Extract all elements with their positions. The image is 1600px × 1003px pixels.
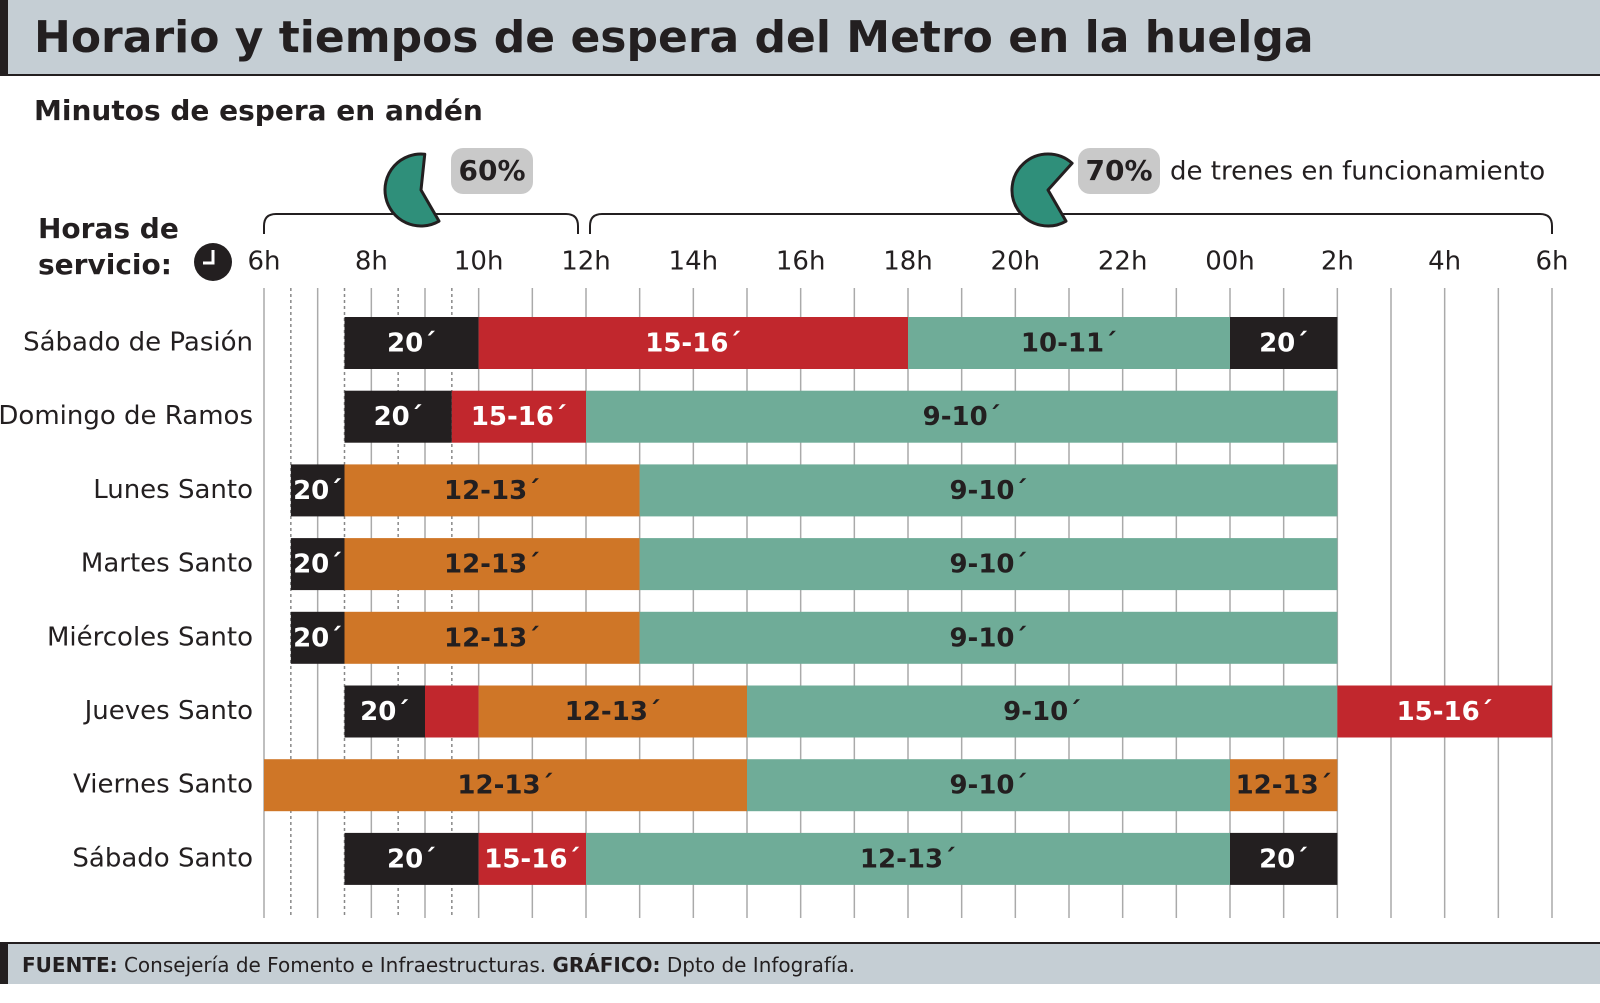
segment-label: 12-13´ [444,550,540,580]
row-label: Sábado Santo [72,843,253,873]
footer-accent [0,942,8,984]
segment [1230,759,1338,812]
x-tick-label: 6h [1535,247,1568,277]
segment [478,685,747,738]
footer-band [0,942,1600,984]
row-label: Sábado de Pasión [23,328,253,358]
segment-label: 12-13´ [444,476,540,506]
segment-label: 9-10´ [949,623,1027,653]
x-tick-label: 6h [247,247,280,277]
row-label: Lunes Santo [93,475,253,505]
segment-label: 15-16´ [645,329,741,359]
segment-label: 20´ [1259,844,1308,874]
segment [478,832,586,885]
x-tick-label: 12h [561,247,611,277]
segment-label: 20´ [293,623,342,653]
segment [344,390,452,443]
segment [586,390,1338,443]
footer-text: FUENTE: Consejería de Fomento e Infraest… [22,953,855,977]
bracket [589,213,1553,234]
segment-label: 15-16´ [484,844,580,874]
row-label: Domingo de Ramos [0,401,253,431]
credit-label: GRÁFICO: [552,953,660,977]
segment [1230,317,1338,369]
row-label: Viernes Santo [73,770,253,800]
segment [425,685,479,738]
x-tick-label: 14h [669,247,719,277]
segment-label: 9-10´ [949,550,1027,580]
clock-icon [194,243,232,281]
segment-label: 12-13´ [444,623,540,653]
x-tick-label: 22h [1098,247,1148,277]
value-pill [451,148,533,194]
segment [344,611,640,664]
segment [478,317,908,369]
segment [290,538,345,591]
chart-title: Horario y tiempos de espera del Metro en… [34,12,1314,63]
segment-label: 12-13´ [565,697,661,727]
source-label: FUENTE: [22,953,118,977]
x-tick-label: 4h [1428,247,1461,277]
x-tick-label: 18h [883,247,933,277]
segment [344,538,640,591]
x-tick-label: 2h [1321,247,1354,277]
row-label: Miércoles Santo [47,622,253,652]
segment [264,759,747,812]
segment [586,832,1230,885]
segment-label: 12-13´ [1236,771,1332,801]
segment [639,538,1338,591]
header-accent [0,0,8,76]
segment-label: 20´ [360,697,409,727]
pie-wedge [1010,152,1074,228]
segment-label: 20´ [374,402,423,432]
segment [747,685,1338,738]
segment-label: 20´ [293,476,342,506]
segment [1230,832,1338,885]
x-tick-label: 10h [454,247,504,277]
segment-label: 20´ [1259,329,1308,359]
segment-label: 9-10´ [949,476,1027,506]
segment-label: 9-10´ [923,402,1001,432]
chart-subtitle: Minutos de espera en andén [34,94,483,127]
segment [290,464,345,517]
segment [908,317,1230,369]
segment-label: 15-16´ [471,402,567,432]
segment [344,317,479,369]
segment-label: 9-10´ [1003,697,1081,727]
segment-label: 20´ [387,844,436,874]
segment [344,464,640,517]
segment [1337,685,1552,738]
row-label: Martes Santo [81,549,253,579]
value-label: 60% [458,154,525,187]
segment-label: 9-10´ [949,771,1027,801]
segment [639,464,1338,517]
segment [344,832,479,885]
pie-wedge [383,152,441,228]
segment [290,611,345,664]
header-band [0,0,1600,76]
value-label: 70% [1085,154,1152,187]
x-axis-label: Horas de servicio: [38,212,179,281]
grid [263,288,1553,918]
segment-label: 15-16´ [1397,697,1493,727]
annotation-text: de trenes en funcionamiento [1170,157,1545,187]
segment [747,759,1230,812]
segment [344,685,425,738]
row-label: Jueves Santo [83,696,253,726]
source: Consejería de Fomento e Infraestructuras… [124,953,546,977]
x-tick-label: 20h [991,247,1041,277]
value-pill [1078,148,1160,194]
segment-label: 12-13´ [457,771,553,801]
segment-label: 20´ [293,550,342,580]
segment-label: 20´ [387,329,436,359]
segment [639,611,1338,664]
segment-label: 10-11´ [1021,329,1117,359]
x-tick-label: 8h [355,247,388,277]
segment-label: 12-13´ [860,844,956,874]
segment [451,390,586,443]
x-tick-label: 16h [776,247,826,277]
credit: Dpto de Infografía. [667,953,855,977]
x-tick-label: 00h [1205,247,1255,277]
